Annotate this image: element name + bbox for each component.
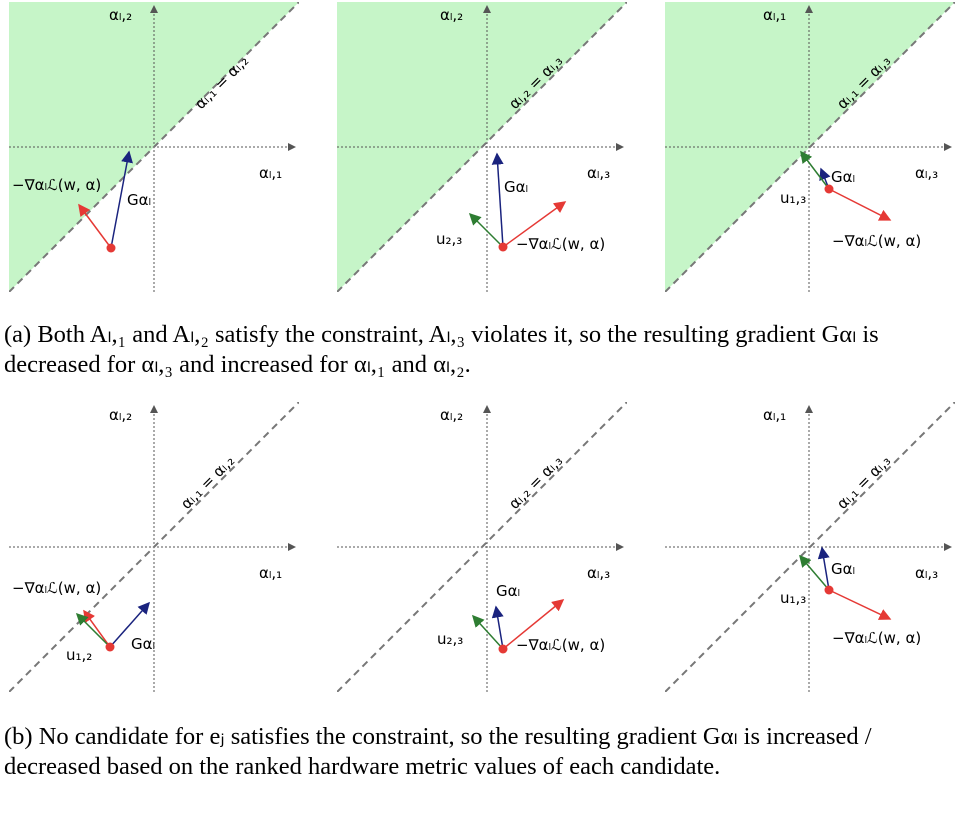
gradient-arrow: [491, 152, 504, 248]
g-label: Gαₗ: [504, 178, 528, 196]
g-label: Gαₗ: [831, 168, 855, 186]
current-point: [498, 644, 508, 654]
y-axis-label: αₗ,₂: [440, 406, 463, 424]
y-axis-label: αₗ,₁: [763, 6, 786, 24]
u-arrow: [799, 554, 830, 591]
g-label: Gαₗ: [496, 582, 520, 600]
gradient-arrow: [110, 150, 133, 249]
diagonal-line: [9, 402, 299, 692]
u-label: u₂,₃: [436, 230, 462, 248]
panel-b3-plot: αₗ,₁ αₗ,₃ αₗ,₁ = αₗ,₃ Gαₗ u₁,₃ −∇αₗℒ(w, …: [665, 402, 955, 692]
u-arrow: [471, 614, 504, 650]
gradient-arrow: [491, 605, 504, 650]
caption-b: (b) No candidate for eⱼ satisfies the co…: [4, 723, 872, 780]
diagonal-label: αₗ,₂ = αₗ,₃: [505, 452, 566, 513]
panel-b1: αₗ,₂ αₗ,₁ αₗ,₁ = αₗ,₂ −∇αₗℒ(w, α) u₁,₂ G…: [9, 402, 299, 692]
y-axis-label: αₗ,₁: [763, 406, 786, 424]
current-point: [105, 642, 115, 652]
neg-loss-arrow: [502, 201, 567, 248]
diagonal-line: [337, 2, 627, 292]
x-axis-label: αₗ,₃: [587, 564, 610, 582]
panel-a3-plot: αₗ,₁ αₗ,₃ αₗ,₁ = αₗ,₃ Gαₗ u₁,₃ −∇αₗℒ(w, …: [665, 2, 955, 292]
u-label: u₁,₂: [66, 646, 92, 664]
neg-loss-arrow: [828, 589, 892, 620]
panel-b3: αₗ,₁ αₗ,₃ αₗ,₁ = αₗ,₃ Gαₗ u₁,₃ −∇αₗℒ(w, …: [665, 402, 955, 692]
panel-a2-plot: αₗ,₂ αₗ,₃ αₗ,₂ = αₗ,₃ Gαₗ u₂,₃ −∇αₗℒ(w, …: [337, 2, 627, 292]
x-axis-label: αₗ,₃: [915, 164, 938, 182]
neg-loss-arrow: [828, 188, 892, 221]
neg-loss-arrow: [83, 609, 111, 648]
diagonal-line: [665, 402, 955, 692]
panel-a2: αₗ,₂ αₗ,₃ αₗ,₂ = αₗ,₃ Gαₗ u₂,₃ −∇αₗℒ(w, …: [337, 2, 627, 292]
x-axis-label: αₗ,₁: [259, 164, 282, 182]
neg-grad-label: −∇αₗℒ(w, α): [12, 579, 101, 597]
gradient-arrow: [817, 546, 830, 591]
diagonal-label: αₗ,₁ = αₗ,₃: [833, 452, 894, 513]
panel-a1: αₗ,₂ αₗ,₁ αₗ,₁ = αₗ,₂ −∇αₗℒ(w, α) Gαₗ: [9, 2, 299, 292]
neg-grad-label: −∇αₗℒ(w, α): [12, 176, 101, 194]
neg-loss-arrow: [502, 599, 565, 650]
panel-b2: αₗ,₂ αₗ,₃ αₗ,₂ = αₗ,₃ Gαₗ u₂,₃ −∇αₗℒ(w, …: [337, 402, 627, 692]
y-axis-label: αₗ,₂: [440, 6, 463, 24]
g-label: Gαₗ: [127, 191, 151, 209]
neg-grad-label: −∇αₗℒ(w, α): [516, 235, 605, 253]
x-axis-label: αₗ,₃: [915, 564, 938, 582]
diagonal-label: αₗ,₁ = αₗ,₂: [177, 452, 238, 513]
current-point: [106, 243, 116, 253]
u-label: u₁,₃: [780, 189, 806, 207]
panel-b1-plot: αₗ,₂ αₗ,₁ αₗ,₁ = αₗ,₂ −∇αₗℒ(w, α) u₁,₂ G…: [9, 402, 299, 692]
diagonal-line: [665, 2, 955, 292]
neg-loss-arrow: [78, 203, 112, 249]
neg-grad-label: −∇αₗℒ(w, α): [516, 636, 605, 654]
panel-b2-plot: αₗ,₂ αₗ,₃ αₗ,₂ = αₗ,₃ Gαₗ u₂,₃ −∇αₗℒ(w, …: [337, 402, 627, 692]
y-axis-label: αₗ,₂: [109, 6, 132, 24]
caption-a: (a) Both Aₗ,₁ and Aₗ,₂ satisfy the const…: [4, 321, 879, 378]
current-point: [498, 242, 508, 252]
panel-a1-plot: αₗ,₂ αₗ,₁ αₗ,₁ = αₗ,₂ −∇αₗℒ(w, α) Gαₗ: [9, 2, 299, 292]
diagonal-line: [337, 402, 627, 692]
panel-a3: αₗ,₁ αₗ,₃ αₗ,₁ = αₗ,₃ Gαₗ u₁,₃ −∇αₗℒ(w, …: [665, 2, 955, 292]
x-axis-label: αₗ,₁: [259, 564, 282, 582]
x-axis-label: αₗ,₃: [587, 164, 610, 182]
u-arrow: [75, 612, 111, 648]
g-label: Gαₗ: [831, 560, 855, 578]
u-arrow: [468, 212, 504, 248]
current-point: [824, 184, 834, 194]
u-label: u₂,₃: [437, 630, 463, 648]
diagonal-line: [9, 2, 299, 292]
y-axis-label: αₗ,₂: [109, 406, 132, 424]
gradient-arrow: [109, 601, 150, 648]
u-arrow: [800, 150, 830, 190]
g-label: Gαₗ: [131, 635, 155, 653]
current-point: [824, 585, 834, 595]
neg-grad-label: −∇αₗℒ(w, α): [832, 629, 921, 647]
neg-grad-label: −∇αₗℒ(w, α): [832, 232, 921, 250]
u-label: u₁,₃: [780, 589, 806, 607]
